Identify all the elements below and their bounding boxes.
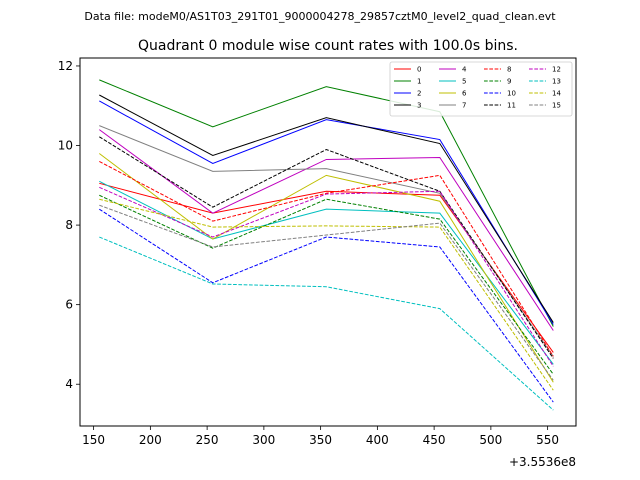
x-tick-label: 150 [82,433,105,447]
chart-suptitle: Data file: modeM0/AS1T03_291T01_90000042… [84,10,556,23]
series-line-2 [99,100,554,325]
legend-label-0: 0 [417,66,421,74]
legend-label-1: 1 [417,78,421,86]
x-tick-label: 400 [366,433,389,447]
y-tick-label: 6 [65,298,73,312]
x-offset-label: +3.5536e8 [509,455,576,469]
series-line-3 [99,94,554,323]
x-tick-label: 500 [479,433,502,447]
legend-label-8: 8 [507,66,511,74]
series-line-12 [99,186,554,367]
series-line-5 [99,180,554,365]
chart-title: Quadrant 0 module wise count rates with … [138,38,518,54]
legend-label-2: 2 [417,90,421,98]
legend-label-14: 14 [552,90,561,98]
x-tick-label: 350 [309,433,332,447]
series-line-1 [99,79,554,327]
series-line-11 [99,136,554,359]
legend-label-4: 4 [462,66,467,74]
series-line-13 [99,236,554,411]
x-tick-label: 450 [423,433,446,447]
series-line-15 [99,204,554,381]
series-line-6 [98,153,554,383]
legend-label-7: 7 [462,102,466,110]
legend-label-9: 9 [507,78,511,86]
y-tick-label: 10 [58,139,73,153]
series-line-10 [99,208,554,403]
y-axis: 4 6 8 10 12 [58,59,80,391]
x-axis: 150 200 250 300 350 400 450 500 550 [82,426,559,447]
x-tick-label: 550 [536,433,559,447]
y-tick-label: 4 [65,377,73,391]
legend-label-5: 5 [462,78,466,86]
legend-label-11: 11 [507,102,516,110]
x-tick-label: 200 [139,433,162,447]
x-tick-label: 250 [196,433,219,447]
series-line-4 [99,129,554,331]
legend-box [389,61,573,117]
series-layer [98,79,554,411]
legend-label-10: 10 [507,90,516,98]
y-tick-label: 12 [58,59,73,73]
legend-label-13: 13 [552,78,561,86]
legend-label-12: 12 [552,66,561,74]
series-line-8 [99,160,554,357]
series-line-7 [99,125,554,357]
legend-label-3: 3 [417,102,421,110]
x-tick-label: 300 [252,433,275,447]
y-tick-label: 8 [65,218,73,232]
series-line-14 [99,198,554,391]
plot-frame [79,57,577,427]
legend-label-6: 6 [462,90,467,98]
legend-label-15: 15 [552,102,561,110]
